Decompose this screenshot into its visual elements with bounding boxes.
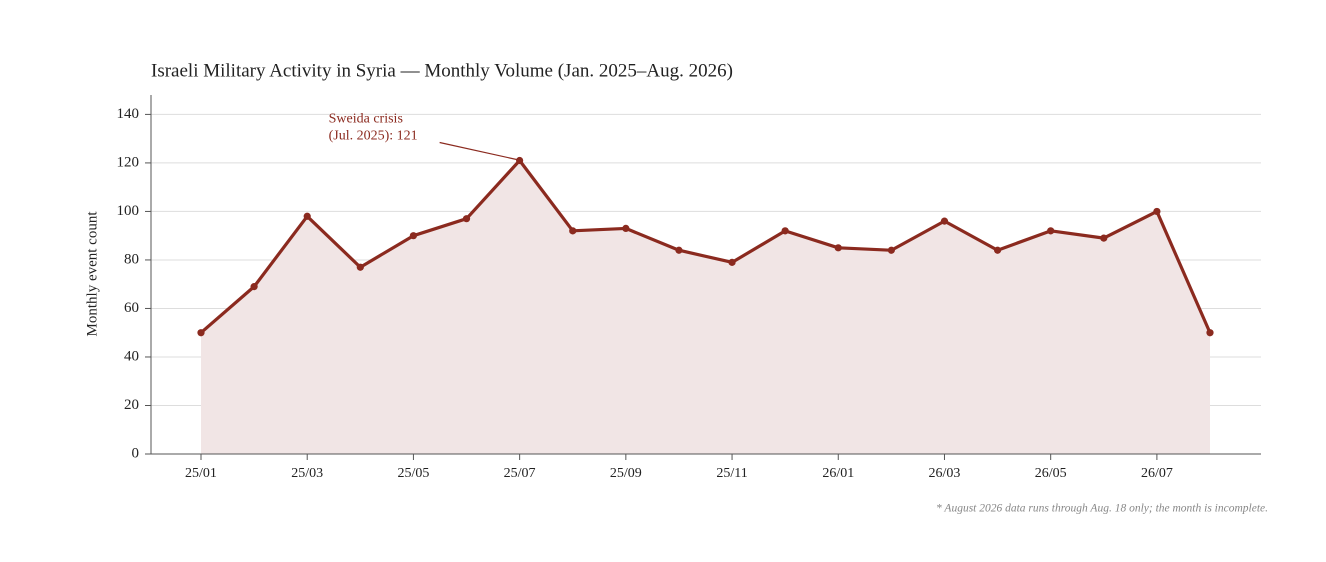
x-tick-label: 26/03 <box>929 466 961 481</box>
x-tick-label: 25/03 <box>291 466 323 481</box>
point <box>356 263 364 271</box>
chart-title: Israeli Military Activity in Syria — Mon… <box>151 60 733 81</box>
point <box>409 232 418 240</box>
point <box>250 283 258 291</box>
point <box>462 215 471 223</box>
point <box>516 156 524 165</box>
point <box>887 246 895 254</box>
point <box>1100 234 1108 242</box>
y-tick-label: 0 <box>132 445 140 461</box>
x-tick-label: 25/01 <box>185 466 217 481</box>
x-tick-label: 25/11 <box>716 466 747 481</box>
x-tick-label: 25/05 <box>397 466 429 481</box>
y-tick-label: 80 <box>124 251 139 267</box>
y-tick-label: 20 <box>124 397 139 413</box>
annotation: Sweida crisis <box>329 112 403 127</box>
annotation-arrow <box>439 141 517 161</box>
y-tick-label: 100 <box>117 203 140 219</box>
y-axis-label: Monthly event count <box>84 211 100 337</box>
x-tick-label: 25/09 <box>610 466 642 481</box>
point <box>781 227 789 235</box>
x-tick-label: 26/01 <box>822 466 854 481</box>
point <box>303 212 311 220</box>
annotation: (Jul. 2025): 121 <box>329 129 418 144</box>
line <box>199 158 1212 334</box>
y-tick-label: 140 <box>117 106 140 122</box>
point <box>197 329 205 337</box>
x-tick-label: 25/07 <box>504 466 536 481</box>
x-tick-label: 26/07 <box>1141 466 1173 481</box>
area <box>201 160 1210 455</box>
y-tick-label: 120 <box>117 154 140 170</box>
y-tick-label: 40 <box>124 348 139 364</box>
point <box>569 227 577 235</box>
footnote: * August 2026 data runs through Aug. 18 … <box>936 503 1268 515</box>
point <box>622 224 630 233</box>
point <box>940 217 949 225</box>
point <box>1047 227 1055 235</box>
point <box>675 246 683 254</box>
point <box>1153 207 1161 216</box>
point <box>728 258 736 266</box>
x-tick-label: 26/05 <box>1035 466 1067 481</box>
point <box>834 244 842 252</box>
point <box>993 246 1002 254</box>
point <box>1206 329 1214 337</box>
y-tick-label: 60 <box>124 300 139 316</box>
